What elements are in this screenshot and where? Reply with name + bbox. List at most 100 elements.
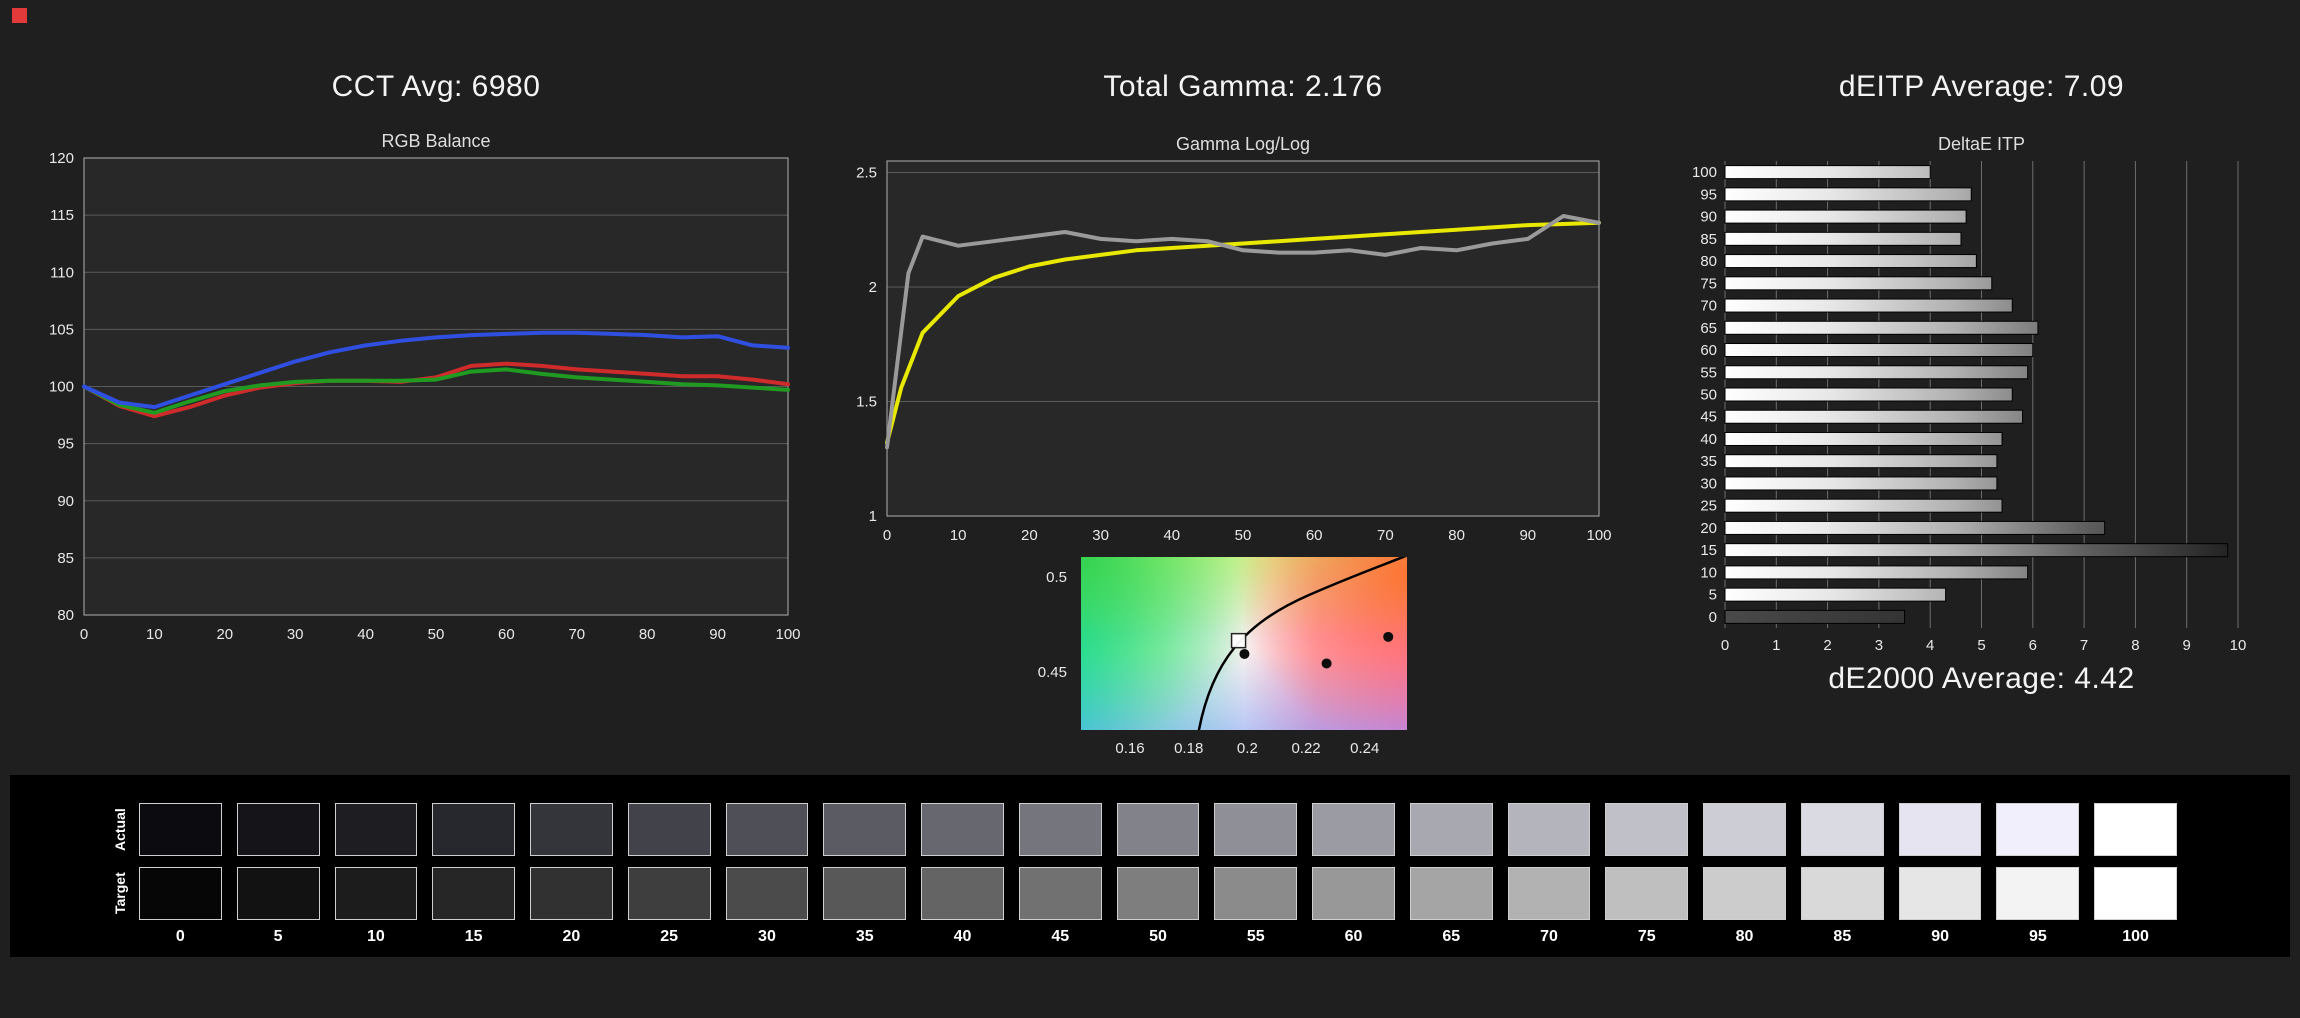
x-tick-label: 80 (1448, 527, 1465, 544)
y-tick-label: 85 (57, 550, 74, 567)
target-swatch (334, 867, 418, 920)
deltae-bar-15 (1724, 543, 2229, 558)
gamma-chart-title: Gamma Log/Log (1175, 134, 1311, 154)
swatch-column: 50 (1116, 803, 1200, 946)
deltae-bar-75 (1724, 276, 1993, 291)
x-tick-label: 0 (1721, 637, 1729, 654)
swatch-level-label: 30 (758, 928, 776, 945)
swatch-column: 90 (1898, 803, 1982, 946)
actual-swatch (1409, 803, 1493, 856)
swatch-grid: 0 5 10 15 20 25 30 35 40 45 50 55 60 65 70 75 80 85 90 95 10… (139, 803, 2177, 946)
x-tick-label: 50 (428, 626, 445, 643)
actual-swatch (432, 803, 516, 856)
deltae-bar-20 (1724, 520, 2106, 535)
y-tick-label: 35 (1700, 453, 1717, 470)
deltae-bar-10 (1724, 565, 2029, 580)
swatch-level-label: 10 (367, 928, 385, 945)
x-tick-label: 10 (146, 626, 163, 643)
deitp-average-header: dEITP Average: 7.09 (1838, 70, 2125, 103)
y-tick-label: 100 (1692, 164, 1717, 181)
y-tick-label: 100 (49, 379, 74, 396)
target-swatch (236, 867, 320, 920)
deltae-bar-95 (1724, 187, 1972, 202)
x-tick-label: 30 (287, 626, 304, 643)
swatch-column: 65 (1409, 803, 1493, 946)
rgb-balance-chart: 80 85 90 95 100 105 110 115 120 0 10 20 30 40 50 60 70 80… (49, 150, 801, 643)
actual-swatch (139, 803, 222, 856)
actual-swatch (1116, 803, 1200, 856)
x-tick-label: 20 (1021, 527, 1038, 544)
swatch-column: 85 (1800, 803, 1884, 946)
actual-swatch (1507, 803, 1591, 856)
swatch-column: 20 (530, 803, 613, 946)
swatch-column: 15 (432, 803, 516, 946)
deltae-bar-65 (1724, 320, 2039, 335)
y-tick-label: 20 (1700, 520, 1717, 537)
y-tick-label: 115 (50, 207, 74, 224)
swatch-column: 10 (334, 803, 418, 946)
x-tick-label: 80 (639, 626, 656, 643)
swatch-level-label: 65 (1442, 928, 1461, 945)
actual-swatch (530, 803, 613, 856)
swatch-level-label: 70 (1540, 928, 1558, 945)
swatch-column: 35 (823, 803, 907, 946)
actual-swatch (2094, 803, 2177, 856)
target-swatch (530, 867, 613, 920)
y-tick-label: 0 (1709, 609, 1717, 626)
swatch-column: 5 (236, 803, 320, 946)
x-tick-label: 3 (1875, 637, 1883, 654)
x-tick-label: 90 (709, 626, 726, 643)
blue-series-line (82, 330, 790, 410)
deltae-bar-25 (1724, 498, 2003, 513)
y-tick-label: 60 (1700, 342, 1717, 359)
swatch-level-label: 85 (1833, 928, 1852, 945)
swatch-column: 55 (1214, 803, 1298, 946)
deltae-bar-70 (1724, 298, 2013, 313)
y-tick-label: 25 (1700, 498, 1717, 515)
y-tick-label: 0.5 (1046, 568, 1067, 586)
x-tick-label: 9 (2183, 637, 2191, 654)
measured-point-1 (1321, 658, 1332, 669)
y-tick-label: 70 (1700, 298, 1717, 315)
swatch-level-label: 25 (660, 928, 679, 945)
actual-row-label: Actual (112, 808, 128, 851)
deltae-bar-5 (1724, 587, 1947, 602)
deltae-bar-35 (1724, 454, 1998, 469)
swatch-level-label: 15 (464, 928, 483, 945)
target-swatch (1116, 867, 1200, 920)
deltae-itp-chart: 0 1 2 3 4 5 6 7 8 9 101009590858075706560555045403… (1692, 161, 2246, 654)
record-indicator[interactable] (12, 8, 27, 23)
y-tick-label: 40 (1700, 431, 1717, 448)
actual-swatch (1605, 803, 1689, 856)
x-tick-label: 30 (1092, 527, 1109, 544)
y-tick-label: 90 (1700, 209, 1717, 226)
x-tick-label: 40 (1163, 527, 1180, 544)
x-tick-label: 5 (1977, 637, 1985, 654)
swatch-column: 100 (2094, 803, 2177, 946)
x-tick-label: 90 (1519, 527, 1536, 544)
y-tick-label: 30 (1700, 475, 1717, 492)
target-swatch (1800, 867, 1884, 920)
deltae-chart-title: DeltaE ITP (1937, 134, 2026, 154)
cie-x-axis: 0.16 0.18 0.2 0.22 0.24 (1081, 740, 1407, 764)
target-swatch (1703, 867, 1786, 920)
swatch-level-label: 55 (1246, 928, 1265, 945)
actual-swatch (1996, 803, 2080, 856)
target-swatch (1018, 867, 1102, 920)
swatch-column: 95 (1996, 803, 2080, 946)
y-tick-label: 120 (49, 150, 74, 167)
actual-swatch (627, 803, 711, 856)
y-tick-label: 10 (1700, 564, 1717, 581)
actual-swatch (1703, 803, 1786, 856)
target-swatch (432, 867, 516, 920)
actual-swatch (1800, 803, 1884, 856)
y-tick-label: 80 (1700, 253, 1717, 270)
target-swatch (2094, 867, 2177, 920)
swatch-level-label: 60 (1344, 928, 1363, 945)
x-tick-label: 0 (80, 626, 88, 643)
x-tick-label: 0.2 (1236, 740, 1258, 757)
measured-point-2 (1383, 631, 1394, 642)
deltae-bar-45 (1724, 409, 2024, 424)
actual-swatch (334, 803, 418, 856)
